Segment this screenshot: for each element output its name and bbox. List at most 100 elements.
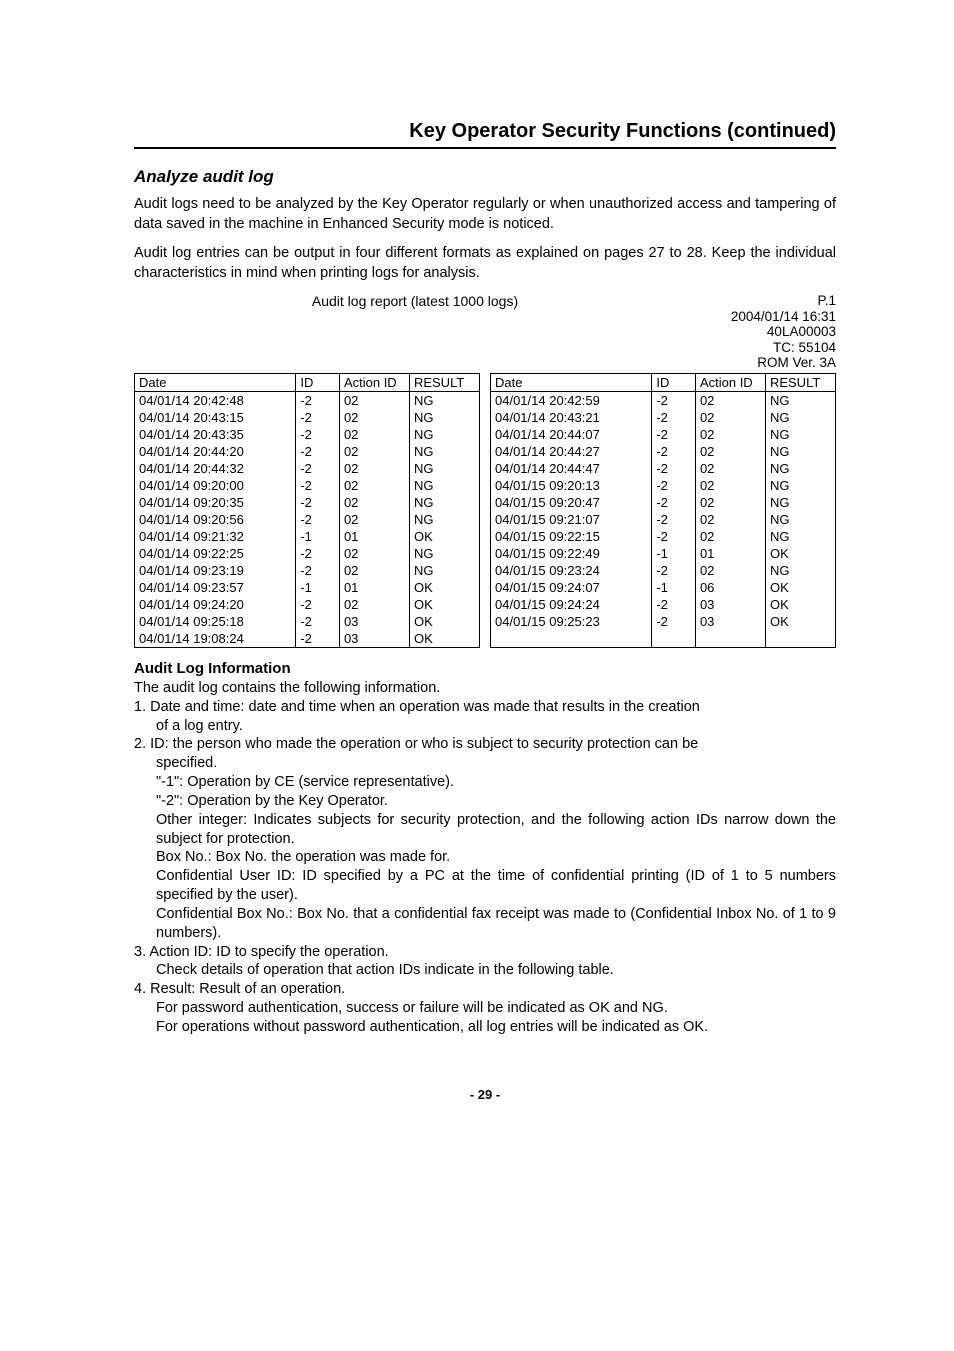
info-item-3: 3. Action ID: ID to specify the operatio… <box>134 943 836 962</box>
table-row: 04/01/14 09:21:32-101OK <box>135 528 480 545</box>
col-header-action: Action ID <box>695 373 765 391</box>
col-header-result: RESULT <box>409 373 479 391</box>
table-cell: 04/01/15 09:20:47 <box>491 494 652 511</box>
col-header-id: ID <box>652 373 696 391</box>
table-cell: 04/01/14 09:23:19 <box>135 562 296 579</box>
table-cell: NG <box>765 528 835 545</box>
document-page: Key Operator Security Functions (continu… <box>0 0 954 1162</box>
table-cell: 04/01/14 20:44:07 <box>491 426 652 443</box>
table-row: 04/01/15 09:24:24-203OK <box>491 596 836 613</box>
table-cell: NG <box>409 562 479 579</box>
table-cell: NG <box>409 494 479 511</box>
table-cell: 02 <box>339 460 409 477</box>
table-cell: 02 <box>339 545 409 562</box>
table-cell: NG <box>409 511 479 528</box>
info-item-4: 4. Result: Result of an operation. <box>134 980 836 999</box>
col-header-action: Action ID <box>339 373 409 391</box>
table-cell: -2 <box>652 426 696 443</box>
table-cell: 04/01/14 09:20:00 <box>135 477 296 494</box>
report-meta-line: P.1 <box>696 293 836 309</box>
section-title: Key Operator Security Functions (continu… <box>134 120 836 149</box>
info-item-4-cont: For operations without password authenti… <box>134 1018 836 1037</box>
table-cell: -2 <box>652 528 696 545</box>
table-cell: -2 <box>652 613 696 630</box>
table-row: 04/01/14 20:42:48-202NG <box>135 391 480 409</box>
table-cell: 04/01/14 20:44:47 <box>491 460 652 477</box>
table-cell: 03 <box>695 596 765 613</box>
table-cell: -2 <box>296 511 340 528</box>
table-cell: OK <box>765 596 835 613</box>
report-meta: P.1 2004/01/14 16:31 40LA00003 TC: 55104… <box>696 293 836 371</box>
table-cell: 04/01/14 20:43:15 <box>135 409 296 426</box>
table-cell: NG <box>409 443 479 460</box>
table-cell: 04/01/14 20:44:20 <box>135 443 296 460</box>
table-cell: 02 <box>695 391 765 409</box>
table-row: 04/01/14 20:44:32-202NG <box>135 460 480 477</box>
info-item-2-sub: Confidential User ID: ID specified by a … <box>134 867 836 905</box>
table-cell: -1 <box>652 579 696 596</box>
table-cell: 01 <box>695 545 765 562</box>
table-row: 04/01/14 20:43:21-202NG <box>491 409 836 426</box>
table-cell: 04/01/14 09:20:35 <box>135 494 296 511</box>
table-cell: 04/01/14 09:24:20 <box>135 596 296 613</box>
table-cell: -2 <box>296 562 340 579</box>
report-meta-line: 2004/01/14 16:31 <box>696 309 836 325</box>
table-row: 04/01/14 20:43:35-202NG <box>135 426 480 443</box>
table-cell: 02 <box>339 391 409 409</box>
table-cell: -2 <box>296 409 340 426</box>
table-cell: -2 <box>296 613 340 630</box>
table-cell: 04/01/15 09:21:07 <box>491 511 652 528</box>
table-cell: 01 <box>339 528 409 545</box>
info-item-2-sub: "-2": Operation by the Key Operator. <box>134 792 836 811</box>
table-cell: 04/01/15 09:25:23 <box>491 613 652 630</box>
table-cell: 04/01/15 09:20:13 <box>491 477 652 494</box>
info-item-2: 2. ID: the person who made the operation… <box>134 735 836 754</box>
report-header-row: Audit log report (latest 1000 logs) P.1 … <box>134 293 836 371</box>
table-cell: 04/01/14 19:08:24 <box>135 630 296 648</box>
table-row <box>491 630 836 648</box>
table-cell: NG <box>409 426 479 443</box>
table-cell: 02 <box>339 562 409 579</box>
table-cell: 04/01/14 09:20:56 <box>135 511 296 528</box>
table-cell <box>652 630 696 648</box>
table-row: 04/01/14 09:20:00-202NG <box>135 477 480 494</box>
info-item-3-cont: Check details of operation that action I… <box>134 961 836 980</box>
table-cell: -2 <box>652 511 696 528</box>
report-meta-line: TC: 55104 <box>696 340 836 356</box>
table-row: 04/01/14 20:44:27-202NG <box>491 443 836 460</box>
table-cell: 04/01/15 09:24:24 <box>491 596 652 613</box>
table-row: 04/01/14 20:44:07-202NG <box>491 426 836 443</box>
info-item-2-sub: Other integer: Indicates subjects for se… <box>134 811 836 849</box>
table-cell: -2 <box>296 426 340 443</box>
table-cell <box>765 630 835 648</box>
table-cell: 04/01/14 20:42:59 <box>491 391 652 409</box>
info-item-2-cont: specified. <box>134 754 836 773</box>
table-row: 04/01/15 09:20:13-202NG <box>491 477 836 494</box>
table-cell: NG <box>409 409 479 426</box>
log-tables: Date ID Action ID RESULT 04/01/14 20:42:… <box>134 373 836 648</box>
page-number: - 29 - <box>134 1087 836 1102</box>
table-cell: 04/01/14 20:44:27 <box>491 443 652 460</box>
table-cell: 02 <box>695 511 765 528</box>
table-cell: 04/01/14 09:22:25 <box>135 545 296 562</box>
table-cell: -2 <box>652 494 696 511</box>
report-title: Audit log report (latest 1000 logs) <box>134 293 696 371</box>
table-cell: NG <box>765 477 835 494</box>
table-cell: 04/01/14 20:44:32 <box>135 460 296 477</box>
table-cell: OK <box>765 613 835 630</box>
table-row: 04/01/15 09:23:24-202NG <box>491 562 836 579</box>
table-cell: 04/01/14 20:43:21 <box>491 409 652 426</box>
table-row: 04/01/14 09:20:56-202NG <box>135 511 480 528</box>
table-cell: 03 <box>695 613 765 630</box>
table-row: 04/01/15 09:25:23-203OK <box>491 613 836 630</box>
table-cell: 02 <box>339 477 409 494</box>
table-cell: NG <box>765 391 835 409</box>
table-cell: NG <box>765 409 835 426</box>
table-cell <box>695 630 765 648</box>
table-cell: -1 <box>296 579 340 596</box>
table-cell: 04/01/14 20:42:48 <box>135 391 296 409</box>
col-header-id: ID <box>296 373 340 391</box>
table-cell: -2 <box>652 562 696 579</box>
col-header-result: RESULT <box>765 373 835 391</box>
table-row: 04/01/14 09:22:25-202NG <box>135 545 480 562</box>
